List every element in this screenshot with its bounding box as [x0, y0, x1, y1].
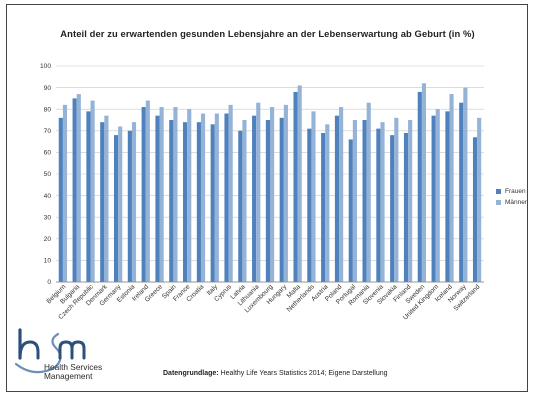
bar-maenner [408, 120, 413, 282]
y-tick-label: 20 [44, 236, 52, 243]
bar-maenner [159, 107, 164, 282]
bar-maenner [339, 107, 344, 282]
bars [58, 83, 482, 283]
bar-frauen [169, 120, 174, 282]
bar-maenner [325, 124, 330, 282]
source-text: Healthy Life Years Statistics 2014; Eige… [218, 370, 388, 377]
bar-frauen [155, 115, 160, 283]
bar-frauen [472, 137, 478, 282]
logo-text: Health Services Management [44, 363, 102, 381]
bar-maenner [270, 107, 275, 282]
bar-maenner [283, 104, 288, 282]
bar-frauen [265, 120, 270, 282]
bar-frauen [431, 115, 436, 283]
legend-swatch-maenner [496, 200, 501, 205]
bar-maenner [200, 113, 206, 283]
bar-maenner [62, 104, 68, 282]
bar-frauen [86, 111, 91, 282]
bar-maenner [352, 120, 357, 282]
bar-maenner [228, 104, 233, 282]
logo-line-1: Health Services [44, 362, 103, 372]
source-note: Datengrundlage: Healthy Life Years Stati… [163, 370, 388, 377]
bar-maenner [256, 102, 261, 282]
source-label: Datengrundlage: [163, 370, 219, 377]
bar-maenner [435, 109, 440, 282]
bar-frauen [445, 111, 450, 282]
y-tick-label: 10 [44, 258, 52, 265]
bar-maenner [131, 122, 137, 282]
legend-swatch-frauen [496, 189, 501, 194]
bar-frauen [390, 135, 395, 282]
y-tick-label: 60 [44, 150, 52, 157]
bar-maenner [76, 94, 81, 282]
hsm-logo [14, 328, 86, 374]
y-tick-label: 30 [44, 214, 52, 221]
bar-frauen [100, 122, 105, 282]
bar-maenner [366, 102, 371, 282]
bar-maenner [297, 85, 302, 282]
bar-frauen [321, 132, 326, 282]
y-tick-label: 70 [44, 128, 52, 135]
bar-frauen [252, 115, 257, 283]
legend: Frauen Männer [496, 186, 527, 208]
bar-frauen [238, 130, 243, 282]
bar-frauen [224, 113, 229, 283]
bar-frauen [376, 128, 381, 282]
bar-maenner [463, 87, 468, 282]
y-axis-ticks: 0 10 20 30 40 50 60 70 80 90 100 [40, 63, 51, 286]
y-tick-label: 50 [44, 171, 52, 178]
bar-frauen [58, 117, 63, 282]
bar-frauen [210, 124, 215, 282]
bar-maenner [311, 111, 316, 282]
bar-frauen [141, 107, 146, 282]
bar-maenner [104, 115, 109, 283]
legend-item-maenner: Männer [496, 197, 527, 208]
bar-maenner [118, 126, 123, 282]
y-tick-label: 90 [44, 85, 52, 92]
y-tick-label: 40 [44, 193, 52, 200]
y-tick-label: 100 [40, 63, 51, 70]
bar-frauen [417, 91, 422, 282]
bar-maenner [187, 109, 192, 282]
bar-frauen [127, 130, 132, 282]
bar-frauen [72, 98, 77, 283]
bar-frauen [183, 122, 188, 282]
bar-maenner [173, 107, 178, 282]
bar-maenner [145, 100, 150, 282]
legend-label-maenner: Männer [505, 199, 528, 206]
legend-label-frauen: Frauen [505, 188, 526, 195]
bar-frauen [307, 128, 312, 282]
bar-maenner [394, 117, 399, 282]
bar-maenner [242, 120, 247, 282]
bar-maenner [449, 94, 454, 282]
logo-line-2: Management [44, 371, 93, 381]
bar-frauen [113, 135, 119, 282]
bar-frauen [403, 132, 409, 282]
legend-item-frauen: Frauen [496, 186, 527, 197]
bar-frauen [459, 102, 464, 282]
y-tick-label: 0 [47, 279, 51, 286]
bar-maenner [214, 113, 219, 283]
bar-maenner [380, 122, 385, 282]
bar-maenner [477, 117, 482, 282]
chart-title: Anteil der zu erwartenden gesunden Leben… [60, 28, 475, 39]
bar-frauen [334, 115, 340, 283]
bar-frauen [362, 120, 367, 282]
bar-frauen [348, 139, 353, 282]
bar-frauen [196, 122, 201, 282]
bar-frauen [293, 91, 298, 282]
bar-maenner [421, 83, 427, 282]
bar-maenner [90, 100, 95, 282]
bar-frauen [279, 117, 284, 282]
y-tick-label: 80 [44, 106, 52, 113]
